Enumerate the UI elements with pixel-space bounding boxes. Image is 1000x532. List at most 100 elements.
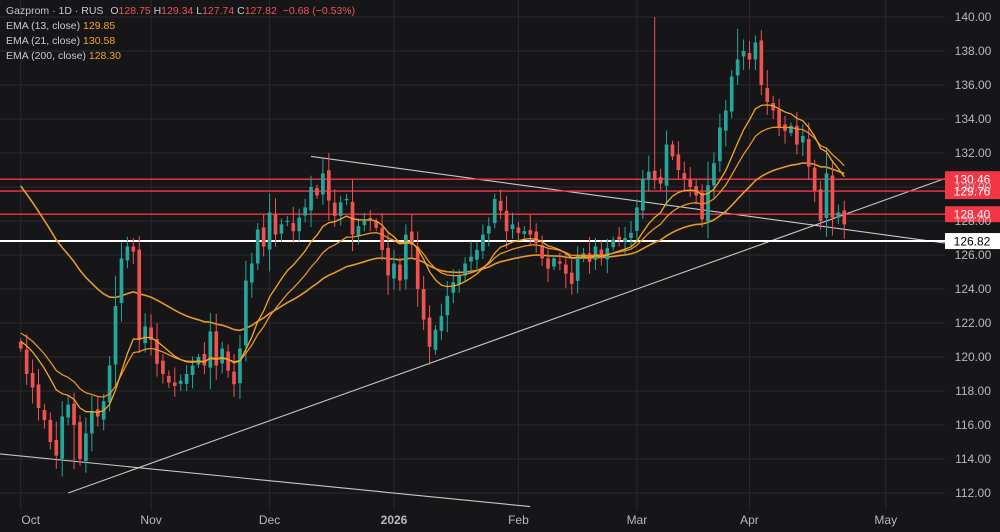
candle-body <box>457 275 462 285</box>
candle-body <box>238 348 242 384</box>
candle-body <box>374 221 379 228</box>
legend-ema21-row[interactable]: EMA (21, close) 130.58 <box>6 34 355 49</box>
price-tick-label: 114.00 <box>955 452 991 466</box>
candle-body <box>759 40 764 85</box>
open-label: O <box>110 5 119 17</box>
time-axis[interactable]: Oct Nov Dec 2026 Feb Mar Apr May <box>21 513 897 527</box>
candle-body <box>113 306 118 365</box>
ema200-value: 128.30 <box>88 50 121 62</box>
candle-body <box>641 178 645 211</box>
candle-body <box>504 210 509 232</box>
ema-200-line <box>20 162 845 332</box>
candle-body <box>326 170 331 201</box>
candle-body <box>421 289 426 320</box>
candle-body <box>617 236 621 240</box>
candle-body <box>214 331 219 366</box>
candle-body <box>392 263 396 279</box>
candle-body <box>510 224 515 230</box>
price-tick-label: 140.00 <box>955 10 992 24</box>
candle-body <box>629 232 633 238</box>
candle-body <box>789 125 793 133</box>
trendline <box>67 177 946 494</box>
candle-body <box>309 187 313 211</box>
candle-body <box>771 103 776 111</box>
price-axis[interactable]: 112.00 114.00 116.00 118.00 120.00 122.00 124.… <box>955 10 992 500</box>
candle-body <box>558 261 562 264</box>
level-tag <box>945 206 1000 223</box>
candle-body <box>356 226 361 236</box>
candle-body <box>172 382 177 386</box>
candle-body <box>415 246 420 289</box>
candle-body <box>712 163 716 186</box>
ema21-line <box>20 126 845 398</box>
chart-legend: Gazprom · 1D · RUS O128.75 H129.34 L127.… <box>6 4 355 64</box>
price-tick-label: 120.00 <box>955 350 992 364</box>
candle-body <box>220 348 225 364</box>
candle-body <box>700 192 704 220</box>
candle-body <box>433 329 438 350</box>
candle-body <box>830 175 835 218</box>
candle-body <box>202 353 207 366</box>
candle-body <box>66 404 70 418</box>
candle-body <box>623 238 627 242</box>
trendline <box>310 155 946 244</box>
candle-body <box>208 331 213 368</box>
candle-body <box>119 258 124 303</box>
candle-body <box>404 234 408 280</box>
level-tag-label: 128.40 <box>954 208 991 222</box>
candle-body <box>718 127 722 162</box>
price-tick-label: 112.00 <box>955 486 991 500</box>
candle-body <box>267 212 272 250</box>
candle-body <box>800 136 805 143</box>
candle-body <box>78 421 82 459</box>
candle-body <box>777 109 781 128</box>
legend-ema200-row[interactable]: EMA (200, close) 128.30 <box>6 49 355 64</box>
ema21-label: EMA (21, close) <box>6 35 81 47</box>
candle-body <box>664 144 669 186</box>
candle-body <box>765 88 770 102</box>
candle-body <box>344 198 349 201</box>
candle-body <box>184 374 189 384</box>
level-tag <box>945 233 1000 250</box>
legend-ema13-row[interactable]: EMA (13, close) 129.85 <box>6 19 355 34</box>
price-tick-label: 134.00 <box>955 112 992 126</box>
price-tick-label: 138.00 <box>955 44 992 58</box>
candle-body <box>409 231 414 245</box>
candle-body <box>368 217 373 220</box>
candle-body <box>723 110 728 131</box>
candle-body <box>516 227 521 233</box>
ema-lines <box>20 104 845 413</box>
candle-body <box>546 258 550 269</box>
candle-body <box>569 272 574 284</box>
candle-body <box>155 338 159 364</box>
candle-body <box>84 433 88 462</box>
ema13-label: EMA (13, close) <box>6 20 81 32</box>
candle-body <box>481 234 485 251</box>
candle-body <box>54 439 59 456</box>
candle-body <box>297 217 302 232</box>
candle-body <box>249 263 254 283</box>
candle-body <box>315 188 319 196</box>
candle-body <box>753 42 758 60</box>
candle-body <box>486 226 491 234</box>
candle-body <box>48 419 53 442</box>
low-label: L <box>196 5 203 17</box>
candle-body <box>131 246 136 252</box>
candle-body <box>836 212 841 218</box>
candle-body <box>303 207 307 216</box>
candle-body <box>255 229 260 264</box>
candle-body <box>658 177 663 184</box>
candle-body <box>540 245 544 259</box>
candle-body <box>261 227 266 247</box>
candle-body <box>635 207 639 231</box>
time-tick-label: Dec <box>259 513 280 527</box>
price-tick-label: 116.00 <box>955 418 991 432</box>
candle-body <box>563 264 568 274</box>
price-tick-label: 118.00 <box>955 384 991 398</box>
legend-ohlc-row[interactable]: Gazprom · 1D · RUS O128.75 H129.34 L127.… <box>6 4 355 19</box>
candle-body <box>611 239 616 248</box>
candle-body <box>273 213 278 235</box>
level-tag-label: 129.76 <box>954 185 991 199</box>
